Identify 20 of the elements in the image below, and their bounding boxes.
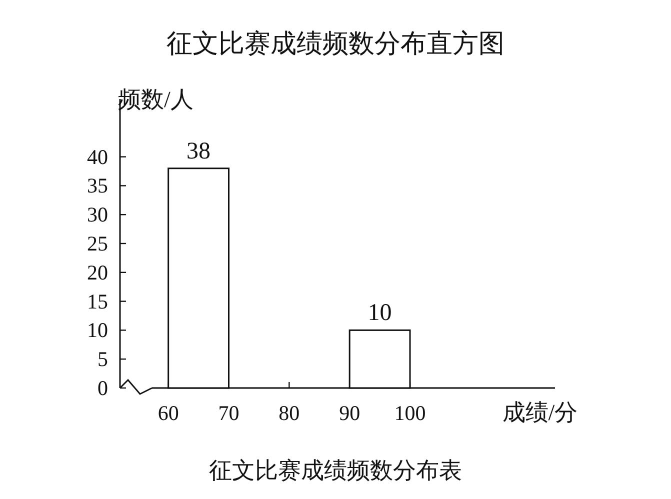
xlabel: 成绩/分 xyxy=(502,400,578,425)
y-tick-label: 30 xyxy=(87,202,108,227)
y-tick-label: 20 xyxy=(87,260,108,284)
y-tick-label: 15 xyxy=(87,289,108,314)
x-tick-label: 100 xyxy=(394,401,426,425)
y-tick-label: 0 xyxy=(98,376,108,400)
y-tick-label: 40 xyxy=(87,144,108,169)
data-label: 38 xyxy=(186,138,211,164)
y-tick-label: 10 xyxy=(87,318,108,342)
title: 征文比赛成绩频数分布直方图 xyxy=(166,29,504,58)
annotation: 征文比赛成绩频数分布表 xyxy=(209,458,462,483)
x-tick-label: 90 xyxy=(339,401,360,425)
x-tick-label: 80 xyxy=(278,401,300,425)
y-tick-label: 25 xyxy=(87,232,108,256)
ylabel: 频数/人 xyxy=(118,87,194,112)
x-tick-label: 70 xyxy=(218,401,240,425)
y-tick-label: 35 xyxy=(87,174,108,198)
data-label: 10 xyxy=(368,300,392,326)
x-tick-label: 60 xyxy=(158,401,179,425)
y-tick-label: 5 xyxy=(98,347,108,372)
